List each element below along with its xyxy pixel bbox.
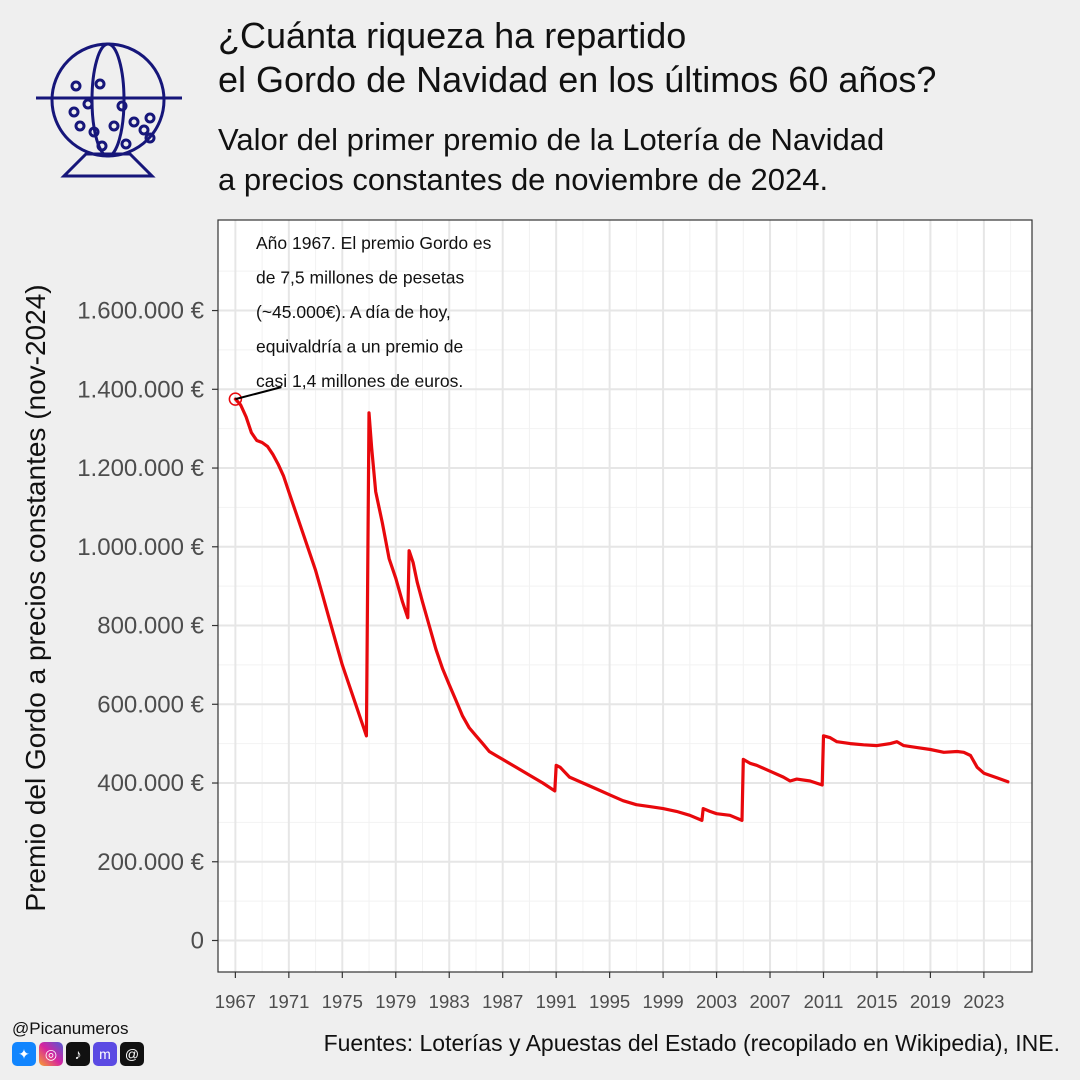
annotation-text-line: Año 1967. El premio Gordo es: [256, 233, 492, 253]
lottery-drum-logo-icon: [36, 42, 182, 178]
chart-subtitle: Valor del primer premio de la Lotería de…: [218, 120, 1058, 200]
x-tick-label: 1991: [536, 991, 577, 1012]
x-tick-label: 2003: [696, 991, 737, 1012]
subtitle-line-1: Valor del primer premio de la Lotería de…: [218, 122, 885, 157]
annotation-text-line: casi 1,4 millones de euros.: [256, 371, 463, 391]
x-tick-label: 1995: [589, 991, 630, 1012]
y-tick-label: 1.000.000 €: [77, 534, 204, 561]
x-tick-label: 2011: [804, 991, 844, 1012]
tiktok-icon[interactable]: ♪: [66, 1042, 90, 1066]
x-tick-label: 1987: [482, 991, 523, 1012]
annotation-marker: [228, 392, 243, 406]
x-tick-label: 2019: [910, 991, 951, 1012]
y-tick-label: 600.000 €: [97, 691, 204, 718]
y-tick-label: 1.200.000 €: [77, 455, 204, 482]
social-icons: ✦ ◎ ♪ m @: [12, 1042, 144, 1066]
title-line-1: ¿Cuánta riqueza ha repartido: [218, 15, 687, 56]
y-tick-label: 400.000 €: [97, 770, 204, 797]
y-tick-label: 0: [191, 928, 204, 955]
source-note: Fuentes: Loterías y Apuestas del Estado …: [323, 1030, 1060, 1056]
x-tick-label: 1967: [215, 991, 256, 1012]
x-tick-label: 1983: [429, 991, 470, 1012]
y-tick-label: 1.600.000 €: [77, 298, 204, 325]
plot-border: [217, 219, 1033, 973]
mastodon-icon[interactable]: m: [93, 1042, 117, 1066]
x-tick-label: 2015: [856, 991, 897, 1012]
threads-icon[interactable]: @: [120, 1042, 144, 1066]
x-tick-label: 2023: [963, 991, 1004, 1012]
y-tick-label: 800.000 €: [97, 613, 204, 640]
annotation-pointer: [235, 386, 282, 401]
x-tick-label: 2007: [749, 991, 790, 1012]
x-tick-label: 1999: [643, 991, 684, 1012]
author-handle: @Picanumeros: [12, 1019, 129, 1038]
instagram-icon[interactable]: ◎: [39, 1042, 63, 1066]
bluesky-icon[interactable]: ✦: [12, 1042, 36, 1066]
annotation-text-line: equivaldría a un premio de: [256, 337, 463, 357]
x-tick-label: 1971: [268, 991, 309, 1012]
title-line-2: el Gordo de Navidad en los últimos 60 añ…: [218, 59, 937, 100]
annotation-text-line: (~45.000€). A día de hoy,: [256, 302, 451, 322]
plot-panel: [218, 220, 1032, 972]
annotation-text-line: de 7,5 millones de pesetas: [256, 268, 464, 288]
chart-title: ¿Cuánta riqueza ha repartido el Gordo de…: [218, 14, 1058, 102]
x-tick-label: 1979: [375, 991, 416, 1012]
series-line: [233, 397, 1010, 822]
y-tick-label: 1.400.000 €: [77, 376, 204, 403]
subtitle-line-2: a precios constantes de noviembre de 202…: [218, 162, 829, 197]
y-tick-label: 200.000 €: [97, 849, 204, 876]
x-tick-label: 1975: [322, 991, 363, 1012]
